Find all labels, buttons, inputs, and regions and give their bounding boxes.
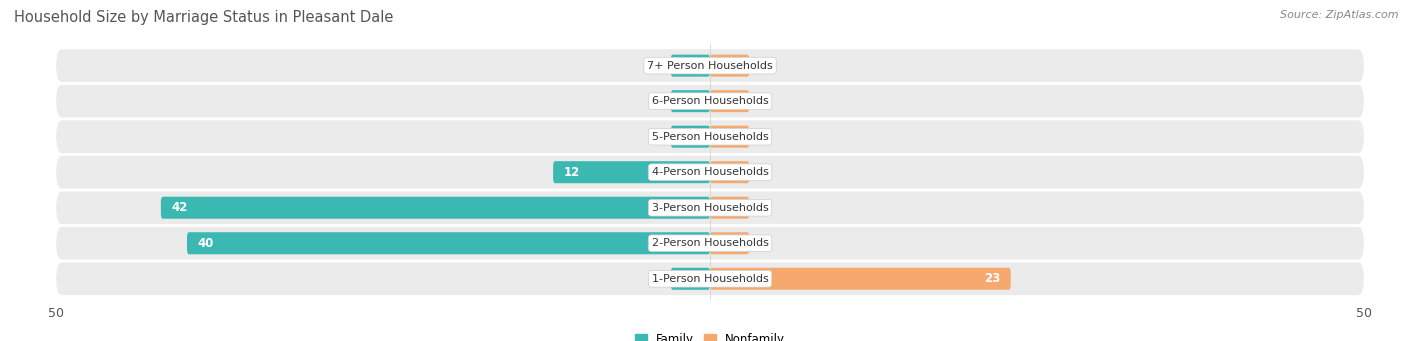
Legend: Family, Nonfamily: Family, Nonfamily (630, 328, 790, 341)
FancyBboxPatch shape (710, 90, 749, 112)
Text: 2-Person Households: 2-Person Households (651, 238, 769, 248)
Text: 5-Person Households: 5-Person Households (651, 132, 769, 142)
Text: Source: ZipAtlas.com: Source: ZipAtlas.com (1281, 10, 1399, 20)
FancyBboxPatch shape (710, 268, 1011, 290)
FancyBboxPatch shape (56, 227, 1364, 260)
FancyBboxPatch shape (671, 55, 710, 77)
Text: 0: 0 (652, 272, 661, 285)
FancyBboxPatch shape (710, 197, 749, 219)
FancyBboxPatch shape (710, 55, 749, 77)
Text: 4-Person Households: 4-Person Households (651, 167, 769, 177)
Text: 0: 0 (652, 59, 661, 72)
Text: 23: 23 (984, 272, 1000, 285)
FancyBboxPatch shape (187, 232, 710, 254)
Text: Household Size by Marriage Status in Pleasant Dale: Household Size by Marriage Status in Ple… (14, 10, 394, 25)
FancyBboxPatch shape (160, 197, 710, 219)
FancyBboxPatch shape (671, 90, 710, 112)
Text: 12: 12 (564, 166, 579, 179)
Text: 2: 2 (652, 130, 661, 143)
FancyBboxPatch shape (710, 232, 749, 254)
Text: 0: 0 (759, 237, 768, 250)
Text: 6-Person Households: 6-Person Households (651, 96, 769, 106)
Text: 0: 0 (759, 59, 768, 72)
FancyBboxPatch shape (56, 191, 1364, 224)
Text: 0: 0 (652, 95, 661, 108)
FancyBboxPatch shape (671, 126, 710, 148)
Text: 0: 0 (759, 201, 768, 214)
FancyBboxPatch shape (553, 161, 710, 183)
FancyBboxPatch shape (710, 126, 749, 148)
FancyBboxPatch shape (56, 156, 1364, 189)
Text: 3-Person Households: 3-Person Households (651, 203, 769, 213)
FancyBboxPatch shape (56, 263, 1364, 295)
Text: 0: 0 (759, 166, 768, 179)
Text: 1: 1 (759, 95, 768, 108)
Text: 7+ Person Households: 7+ Person Households (647, 61, 773, 71)
Text: 42: 42 (172, 201, 187, 214)
FancyBboxPatch shape (56, 49, 1364, 82)
Text: 0: 0 (759, 130, 768, 143)
FancyBboxPatch shape (56, 85, 1364, 118)
FancyBboxPatch shape (710, 161, 749, 183)
FancyBboxPatch shape (56, 120, 1364, 153)
Text: 40: 40 (197, 237, 214, 250)
FancyBboxPatch shape (671, 268, 710, 290)
Text: 1-Person Households: 1-Person Households (651, 274, 769, 284)
